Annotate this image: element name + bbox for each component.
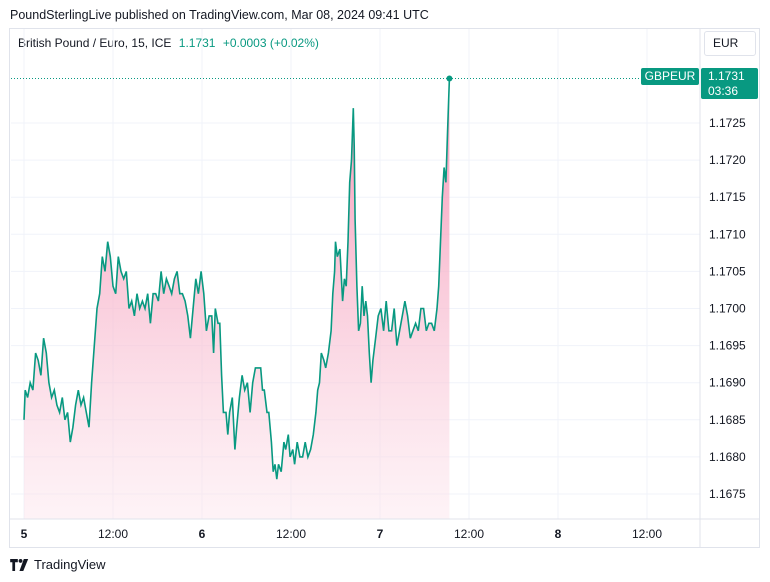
y-tick-label: 1.1710 bbox=[709, 227, 746, 241]
y-tick-label: 1.1695 bbox=[709, 339, 746, 353]
tradingview-logo[interactable]: TradingView bbox=[10, 557, 106, 572]
last-price-dot bbox=[446, 75, 453, 82]
price-area bbox=[24, 78, 450, 519]
x-tick-label: 12:00 bbox=[632, 527, 662, 541]
y-tick-label: 1.1700 bbox=[709, 302, 746, 316]
price-tag-ticker: GBPEUR bbox=[645, 69, 696, 83]
y-tick-label: 1.1725 bbox=[709, 116, 746, 130]
y-tick-label: 1.1680 bbox=[709, 450, 746, 464]
currency-button[interactable]: EUR bbox=[704, 31, 756, 56]
last-price: 1.1731 bbox=[178, 36, 216, 50]
symbol-title: British Pound / Euro, 15, ICE bbox=[18, 36, 172, 50]
tradingview-brand: TradingView bbox=[34, 557, 106, 572]
x-tick-label: 6 bbox=[199, 527, 206, 541]
y-tick-label: 1.1690 bbox=[709, 376, 746, 390]
x-tick-label: 12:00 bbox=[276, 527, 306, 541]
publisher-caption: PoundSterlingLive published on TradingVi… bbox=[10, 8, 429, 22]
price-line bbox=[23, 78, 451, 480]
tradingview-icon bbox=[10, 558, 29, 571]
y-tick-label: 1.1675 bbox=[709, 487, 746, 501]
symbol-legend: British Pound / Euro, 15, ICE 1.1731 +0.… bbox=[18, 36, 319, 50]
y-tick-label: 1.1720 bbox=[709, 153, 746, 167]
y-tick-label: 1.1715 bbox=[709, 190, 746, 204]
x-tick-label: 12:00 bbox=[98, 527, 128, 541]
x-tick-label: 5 bbox=[21, 527, 28, 541]
price-tag-countdown: 03:36 bbox=[708, 84, 738, 98]
x-tick-label: 12:00 bbox=[454, 527, 484, 541]
price-tag-price: 1.1731 bbox=[708, 69, 745, 83]
chart-frame bbox=[9, 28, 760, 548]
x-tick-label: 8 bbox=[555, 527, 562, 541]
x-tick-label: 7 bbox=[377, 527, 384, 541]
y-tick-label: 1.1685 bbox=[709, 413, 746, 427]
price-change: +0.0003 (+0.02%) bbox=[222, 36, 319, 50]
price-tag: GBPEUR 1.1731 03:36 bbox=[641, 68, 758, 99]
y-tick-label: 1.1705 bbox=[709, 264, 746, 278]
